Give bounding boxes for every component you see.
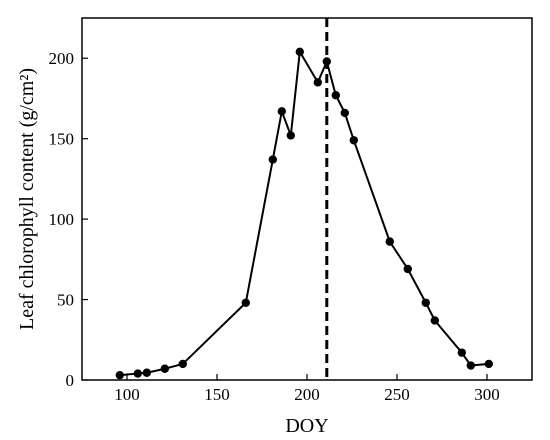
data-point — [241, 298, 250, 307]
data-point — [457, 348, 466, 357]
data-point — [160, 364, 169, 373]
y-tick-label: 150 — [49, 130, 75, 149]
data-point — [142, 368, 151, 377]
plot-frame — [81, 17, 533, 381]
data-point — [115, 370, 125, 380]
data-point — [178, 359, 187, 369]
data-point — [349, 136, 358, 145]
data-point — [340, 108, 349, 118]
data-point — [484, 359, 493, 369]
data-point — [421, 298, 430, 307]
y-tick-label: 200 — [49, 49, 75, 68]
x-tick-label: 200 — [294, 385, 320, 404]
x-tick-label: 150 — [204, 385, 230, 404]
y-tick-label: 0 — [66, 371, 75, 390]
x-tick-label: 250 — [384, 385, 410, 404]
axis-tick-labels: 100 150 200 250 300 0 50 100 150 200 — [49, 49, 500, 404]
series-line — [119, 48, 489, 377]
y-tick-label: 50 — [57, 291, 74, 310]
x-tick-label: 100 — [114, 385, 140, 404]
x-axis-label: DOY — [285, 415, 328, 437]
data-point — [403, 264, 412, 274]
data-point — [295, 47, 304, 56]
axis-ticks — [82, 57, 488, 381]
data-point — [385, 237, 394, 246]
data-point — [268, 155, 277, 164]
y-tick-label: 100 — [49, 210, 75, 229]
data-point — [133, 369, 142, 378]
data-point — [430, 316, 439, 325]
data-point — [313, 78, 322, 87]
data-points — [115, 47, 493, 380]
data-point — [277, 107, 286, 116]
data-point — [466, 361, 475, 370]
x-tick-label: 300 — [474, 385, 500, 404]
data-point — [331, 91, 340, 100]
data-point — [286, 131, 295, 140]
y-axis-label: Leaf chlorophyll content (g/cm²) — [16, 68, 38, 330]
data-point — [322, 57, 331, 66]
